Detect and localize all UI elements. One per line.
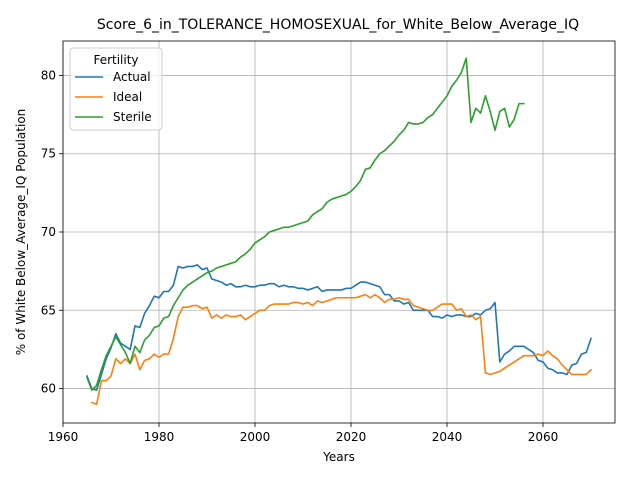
series-line-sterile [85,57,525,391]
legend: Fertility Actual Ideal Sterile [69,47,163,131]
x-tick-label: 1980 [144,430,175,444]
legend-label-ideal: Ideal [113,90,142,104]
series-line-actual [85,264,593,391]
legend-label-actual: Actual [113,70,151,84]
y-tick-label: 80 [41,68,56,82]
x-tick-label: 1960 [48,430,79,444]
series-line-ideal [90,293,593,406]
series-layer [85,57,593,406]
x-tick-label: 2020 [336,430,367,444]
legend-label-sterile: Sterile [113,110,152,124]
y-tick-label: 60 [41,382,56,396]
y-axis-label: % of White Below_Average_IQ Population [14,109,28,356]
x-tick-label: 2060 [528,430,559,444]
y-axis: 60 65 70 75 80 [41,68,63,396]
x-axis: 1960 1980 2000 2020 2040 2060 [48,423,559,444]
x-axis-label: Years [322,450,355,464]
legend-title: Fertility [93,53,138,67]
chart-title: Score_6_in_TOLERANCE_HOMOSEXUAL_for_Whit… [97,17,579,33]
x-tick-label: 2040 [432,430,463,444]
grid-lines [62,41,615,423]
y-tick-label: 75 [41,147,56,161]
legend-frame [69,47,163,131]
y-tick-label: 65 [41,303,56,317]
x-tick-label: 2000 [240,430,271,444]
y-tick-label: 70 [41,225,56,239]
